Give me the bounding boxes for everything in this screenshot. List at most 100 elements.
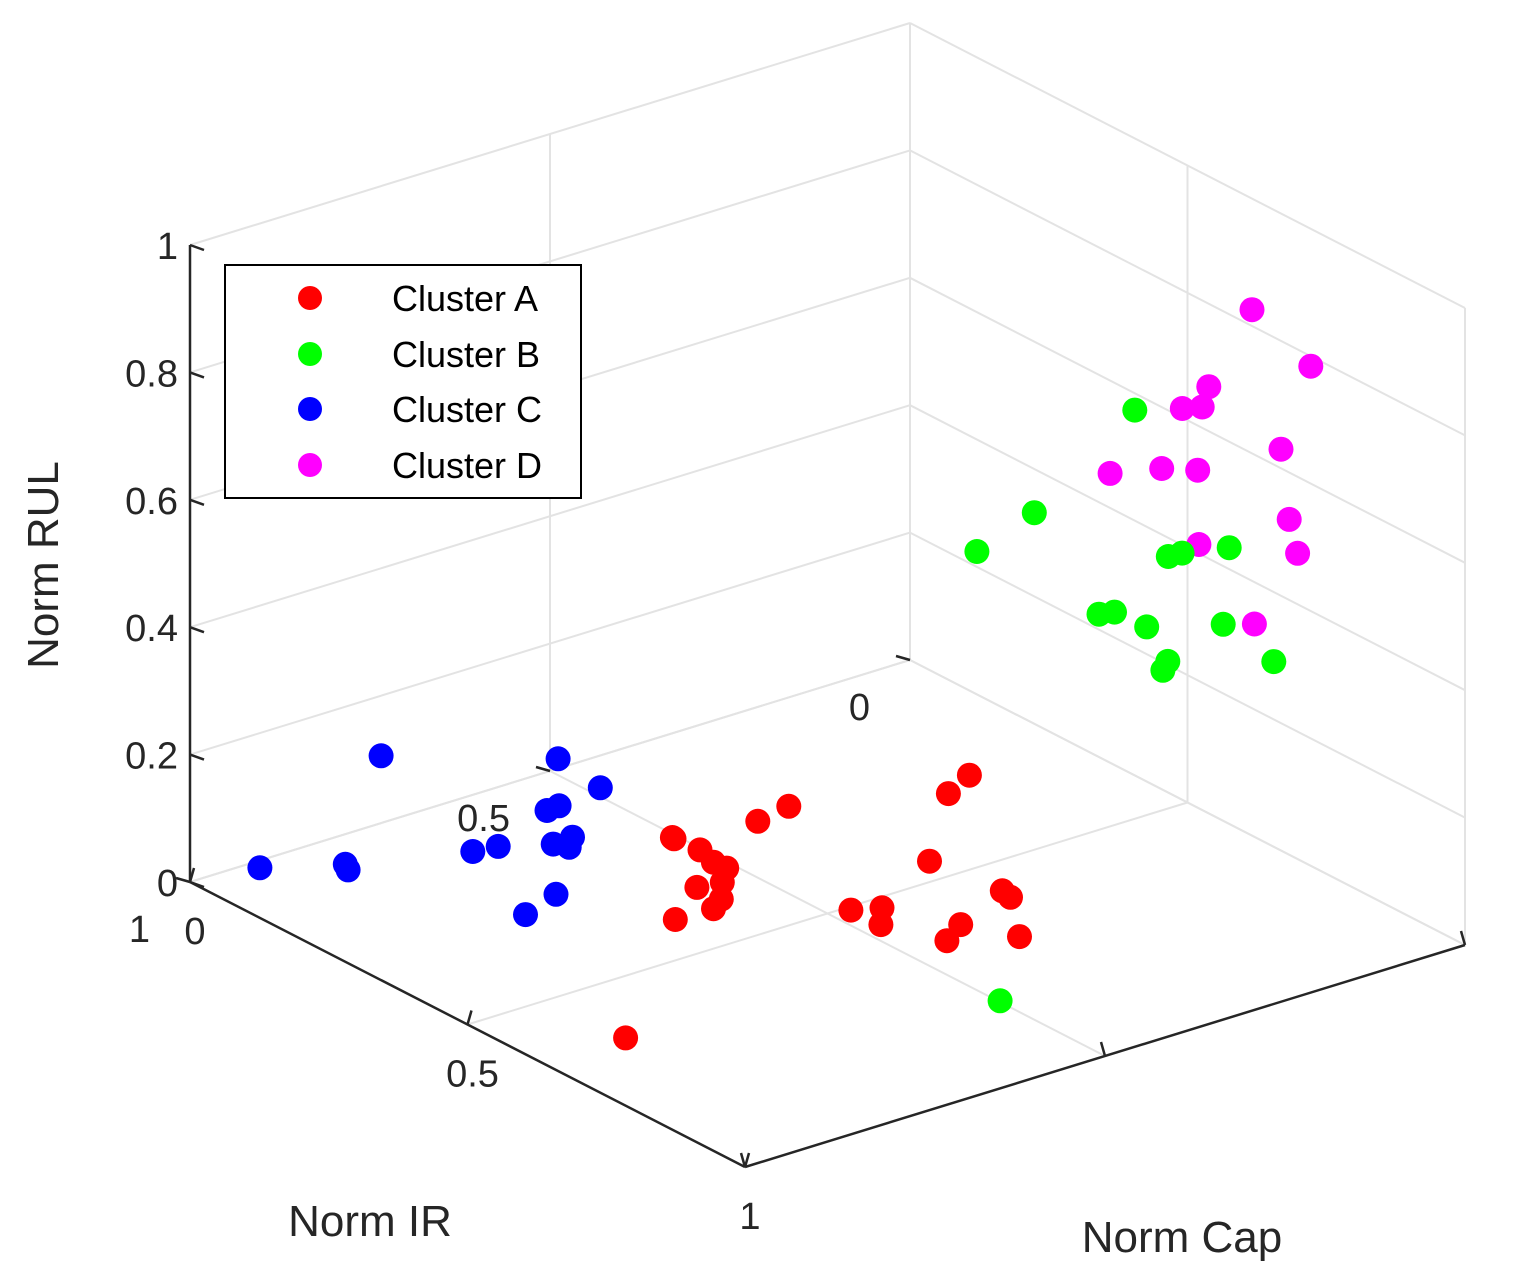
- y-tick-mark: [739, 1152, 747, 1168]
- data-point-cluster-b: [1086, 601, 1112, 627]
- axis-lines: [175, 243, 1467, 1169]
- x-tick-label: 0: [184, 911, 205, 953]
- back-wall-grid-line: [189, 22, 911, 246]
- x-tick-mark: [743, 1152, 751, 1168]
- y-tick-mark: [895, 654, 911, 662]
- x-axis-title: Norm Cap: [1082, 1213, 1283, 1262]
- side-wall-grid-line: [909, 531, 1466, 819]
- data-point-cluster-a: [687, 837, 713, 863]
- data-point-cluster-c: [545, 746, 571, 772]
- z-tick-mark: [189, 243, 205, 252]
- legend-label-cluster-d: Cluster D: [392, 445, 542, 486]
- data-point-cluster-d: [1189, 394, 1215, 420]
- data-point-cluster-b: [987, 988, 1013, 1014]
- z-tick-label: 1: [157, 226, 178, 268]
- legend-marker-cluster-b: [298, 342, 322, 366]
- data-point-cluster-d: [1285, 540, 1311, 566]
- data-point-cluster-d: [1196, 374, 1222, 400]
- z-tick-mark: [189, 371, 205, 379]
- data-point-cluster-a: [684, 874, 710, 900]
- side-wall-grid-line: [909, 149, 1466, 437]
- z-tick-label: 0.6: [125, 481, 178, 523]
- z-tick-label: 0.2: [125, 736, 178, 778]
- legend-entry-cluster-d: Cluster D: [298, 445, 542, 486]
- data-point-cluster-a: [934, 928, 960, 954]
- data-point-cluster-d: [1268, 436, 1294, 462]
- data-point-cluster-c: [540, 831, 566, 857]
- grid-lines: [189, 22, 1466, 1168]
- y-tick-mark: [175, 876, 191, 884]
- x-tick-label: 1: [739, 1196, 760, 1238]
- legend-marker-cluster-d: [298, 453, 322, 477]
- data-point-cluster-c: [534, 798, 560, 823]
- data-point-cluster-b: [964, 539, 990, 564]
- x-tick-mark: [466, 1010, 473, 1025]
- z-tick-mark: [189, 626, 205, 634]
- data-point-cluster-b: [1155, 544, 1181, 569]
- data-point-cluster-c: [368, 743, 394, 769]
- side-wall-grid-line: [909, 276, 1466, 564]
- legend-entry-cluster-c: Cluster C: [298, 389, 542, 430]
- legend-box: [224, 264, 582, 499]
- z-tick-label: 0.8: [125, 353, 178, 395]
- data-point-cluster-b: [1134, 614, 1160, 640]
- data-point-cluster-c: [247, 855, 273, 881]
- data-point-cluster-a: [935, 781, 961, 807]
- y-tick-mark: [535, 765, 551, 773]
- data-point-cluster-d: [1241, 611, 1267, 637]
- x-tick-label: 0.5: [446, 1054, 499, 1096]
- side-wall-grid-line: [909, 22, 1466, 309]
- legend: Cluster A Cluster B Cluster C Cluster D: [224, 264, 582, 499]
- data-point-cluster-d: [1149, 456, 1175, 481]
- data-point-cluster-a: [701, 896, 726, 922]
- legend-entry-cluster-a: Cluster A: [298, 278, 538, 319]
- legend-marker-cluster-c: [298, 397, 322, 421]
- data-point-cluster-a: [869, 895, 895, 921]
- z-tick-mark: [189, 880, 205, 889]
- floor-grid-line: [549, 770, 1106, 1057]
- y-tick-label: 0: [849, 687, 870, 729]
- data-point-cluster-b: [1021, 500, 1047, 526]
- data-point-cluster-a: [838, 897, 864, 923]
- data-point-cluster-b: [1216, 535, 1242, 561]
- z-tick-label: 0.4: [125, 608, 178, 650]
- legend-label-cluster-c: Cluster C: [392, 389, 542, 430]
- data-point-cluster-a: [662, 907, 688, 932]
- y-tick-label: 1: [129, 909, 150, 951]
- data-point-cluster-a: [776, 793, 802, 819]
- y-tick-mark: [1459, 930, 1467, 946]
- side-wall-grid-line: [909, 659, 1466, 946]
- data-point-cluster-d: [1185, 457, 1211, 483]
- z-axis-title: Norm RUL: [19, 461, 68, 669]
- y-tick-mark: [1099, 1041, 1107, 1057]
- x-tick-mark: [188, 867, 196, 883]
- data-point-cluster-c: [587, 775, 613, 801]
- data-point-cluster-d: [1276, 506, 1302, 532]
- data-point-cluster-c: [513, 902, 538, 928]
- data-point-cluster-b: [1155, 648, 1181, 674]
- data-point-cluster-a: [745, 808, 771, 834]
- back-wall-grid-line: [189, 531, 911, 756]
- data-point-cluster-a: [661, 826, 687, 852]
- z-tick-mark: [189, 498, 205, 506]
- data-point-cluster-b: [1210, 611, 1236, 637]
- y-tick-label: 0.5: [457, 798, 510, 840]
- data-point-cluster-a: [998, 884, 1023, 910]
- data-point-cluster-a: [917, 848, 942, 874]
- data-point-cluster-a: [956, 762, 982, 788]
- legend-label-cluster-b: Cluster B: [392, 334, 540, 375]
- data-point-cluster-a: [613, 1025, 639, 1051]
- data-point-cluster-a: [1007, 924, 1032, 950]
- data-point-cluster-c: [543, 881, 569, 907]
- data-point-cluster-d: [1169, 396, 1195, 421]
- legend-entry-cluster-b: Cluster B: [298, 334, 540, 375]
- z-tick-label: 0: [157, 863, 178, 905]
- data-point-cluster-c: [485, 833, 511, 859]
- legend-label-cluster-a: Cluster A: [392, 278, 538, 319]
- legend-marker-cluster-a: [298, 286, 322, 310]
- data-point-cluster-b: [1261, 649, 1287, 675]
- data-point-cluster-c: [332, 851, 358, 877]
- data-points: [247, 297, 1324, 1051]
